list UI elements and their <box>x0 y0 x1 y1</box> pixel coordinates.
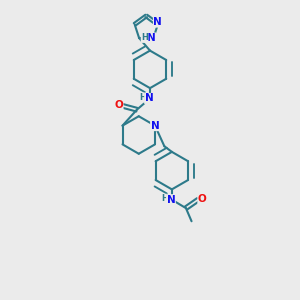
Text: H: H <box>140 93 146 102</box>
Text: N: N <box>147 33 155 43</box>
Text: H: H <box>141 34 148 43</box>
Text: H: H <box>161 194 168 203</box>
Text: N: N <box>154 17 162 27</box>
Text: N: N <box>151 121 159 130</box>
Text: N: N <box>145 93 153 103</box>
Text: N: N <box>167 195 175 205</box>
Text: O: O <box>198 194 207 204</box>
Text: O: O <box>114 100 123 110</box>
